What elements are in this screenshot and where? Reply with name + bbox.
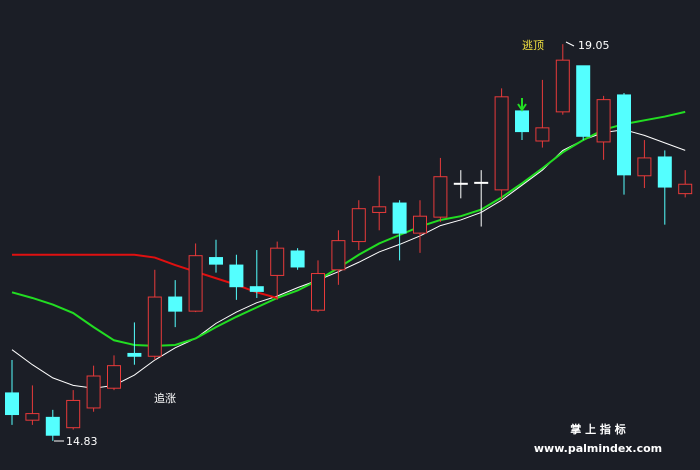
candle-body (678, 183, 693, 195)
candle-body (45, 416, 60, 436)
watermark-title: 掌 上 指 标 (570, 422, 626, 436)
candle-body (535, 127, 550, 142)
candle-body (331, 240, 346, 271)
candle-body (229, 264, 244, 288)
candle-body (494, 96, 509, 191)
candle-body (596, 99, 611, 143)
candle-body (657, 156, 672, 188)
candle-body (515, 110, 529, 133)
candle-body (147, 296, 162, 357)
candle-body (311, 273, 325, 311)
annotation: 追涨 (154, 391, 176, 405)
candle-body (249, 286, 264, 292)
candle-body (270, 247, 285, 276)
candle-body (209, 257, 223, 265)
candle-body (576, 65, 591, 137)
candle-body (413, 215, 427, 234)
watermark-url: www.palmindex.com (534, 442, 662, 455)
candle-body (372, 206, 387, 213)
candle-body (25, 413, 40, 421)
candle-body (188, 255, 203, 312)
candle-body (617, 94, 631, 176)
moving-average (11, 110, 686, 347)
candle-body (555, 59, 570, 113)
candle-body (107, 365, 121, 389)
candle-body (290, 250, 305, 268)
candle-body (86, 375, 101, 409)
annotation: 逃顶 (522, 39, 544, 52)
moving-average (11, 129, 686, 389)
candle-body (351, 208, 366, 243)
high-label: 19.05 (578, 39, 610, 52)
candle-body (392, 202, 407, 234)
candle-body (127, 352, 142, 357)
candle-body (168, 296, 183, 312)
low-label: 14.83 (66, 435, 98, 448)
arrow (565, 41, 575, 47)
plot (5, 44, 693, 441)
candle-body (453, 182, 468, 185)
candle-body (474, 181, 489, 184)
candle-body (66, 399, 81, 429)
candle-body (637, 157, 652, 177)
candle-body (5, 392, 19, 416)
signal-arrow (517, 98, 527, 112)
candle-body (433, 176, 448, 218)
